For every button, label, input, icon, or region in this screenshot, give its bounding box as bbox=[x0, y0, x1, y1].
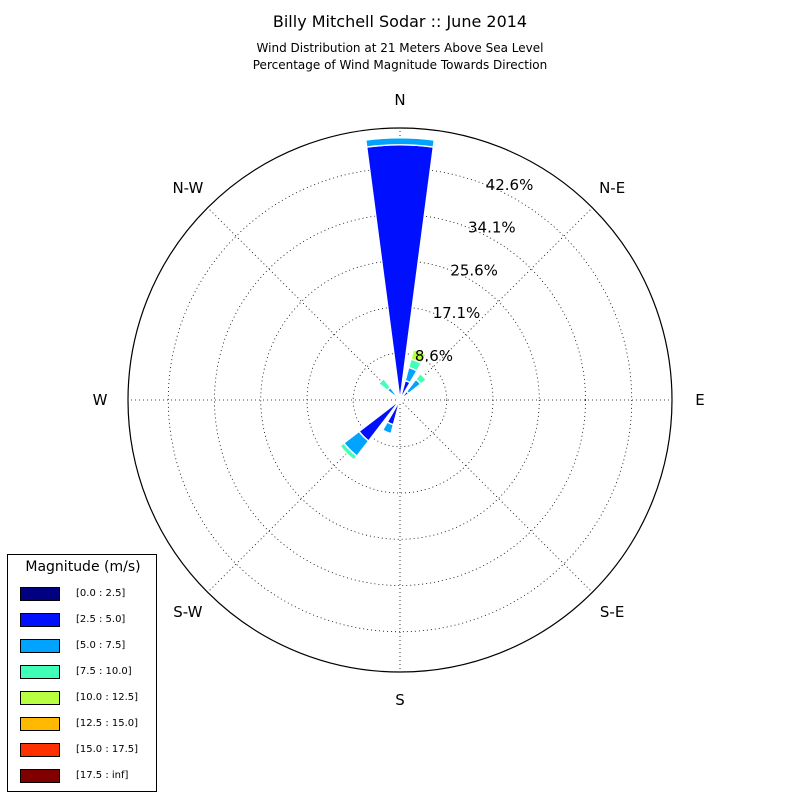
grid-spoke-315 bbox=[207, 207, 401, 401]
radial-tick-labels: 8.6% 17.1% 25.6% 34.1% 42.6% bbox=[415, 176, 533, 365]
radial-tick-label-1: 8.6% bbox=[415, 347, 453, 365]
direction-label-n: N bbox=[394, 91, 405, 109]
chart-subtitle-line-2: Percentage of Wind Magnitude Towards Dir… bbox=[252, 58, 548, 72]
legend-label: [12.5 : 15.0] bbox=[76, 718, 139, 729]
legend-title: Magnitude (m/s) bbox=[25, 559, 141, 575]
legend-swatch bbox=[20, 613, 60, 627]
legend-label: [10.0 : 12.5] bbox=[76, 692, 139, 703]
radial-tick-label-2: 17.1% bbox=[433, 304, 481, 322]
bar-sector-45-bin-3 bbox=[414, 372, 428, 386]
grid-spoke-45 bbox=[399, 207, 593, 401]
bar-sector-0-bin-2 bbox=[364, 137, 436, 148]
legend-label: [15.0 : 17.5] bbox=[76, 744, 139, 755]
radial-tick-label-3: 25.6% bbox=[450, 261, 498, 279]
direction-label-sw: S-W bbox=[173, 603, 202, 621]
direction-label-ne: N-E bbox=[599, 179, 625, 197]
legend-swatch bbox=[20, 691, 60, 705]
direction-label-nw: N-W bbox=[172, 179, 203, 197]
grid-circle-4 bbox=[214, 214, 586, 586]
legend-swatch bbox=[20, 743, 60, 757]
legend-label: [7.5 : 10.0] bbox=[76, 666, 132, 677]
direction-label-s: S bbox=[395, 691, 405, 709]
legend: Magnitude (m/s) [0.0 : 2.5] [2.5 : 5.0] [5… bbox=[7, 554, 157, 792]
bar-sector-67.5-bin-1 bbox=[400, 395, 408, 401]
bar-sector-22.5-bin-4 bbox=[410, 348, 428, 365]
grid-circle-5 bbox=[167, 167, 633, 633]
legend-swatch bbox=[20, 639, 60, 653]
direction-label-se: S-E bbox=[600, 603, 624, 621]
radial-tick-label-4: 34.1% bbox=[468, 219, 516, 237]
wind-rose-bars bbox=[339, 137, 436, 461]
legend-swatch bbox=[20, 769, 60, 783]
legend-swatch bbox=[20, 587, 60, 601]
chart-title: Billy Mitchell Sodar :: June 2014 bbox=[272, 12, 528, 31]
legend-label: [17.5 : inf] bbox=[76, 770, 129, 781]
direction-label-w: W bbox=[93, 391, 108, 409]
legend-label: [0.0 : 2.5] bbox=[76, 588, 126, 599]
grid-circle-2 bbox=[306, 306, 494, 494]
bar-sector-315-bin-3 bbox=[377, 377, 392, 392]
direction-labels: N N-E E S-E S S-W W N-W bbox=[93, 91, 705, 709]
bar-sector-225-bin-3 bbox=[339, 442, 358, 461]
radial-tick-label-5: 42.6% bbox=[486, 176, 534, 194]
chart-subtitle-line-1: Wind Distribution at 21 Meters Above Sea… bbox=[256, 41, 544, 55]
grid-spoke-135 bbox=[399, 399, 593, 593]
legend-swatch bbox=[20, 717, 60, 731]
legend-label: [2.5 : 5.0] bbox=[76, 614, 126, 625]
direction-label-e: E bbox=[695, 391, 704, 409]
grid-spoke-225 bbox=[207, 399, 401, 593]
polar-outer-circle bbox=[127, 127, 673, 673]
legend-swatch bbox=[20, 665, 60, 679]
bar-sector-202.5-bin-2 bbox=[381, 421, 395, 435]
legend-label: [5.0 : 7.5] bbox=[76, 640, 126, 651]
